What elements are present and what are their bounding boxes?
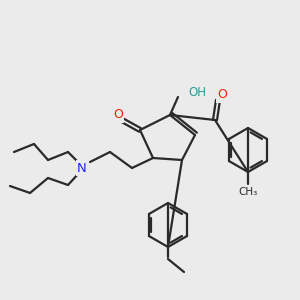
Text: O: O: [217, 88, 227, 101]
Text: O: O: [113, 109, 123, 122]
Text: CH₃: CH₃: [238, 187, 258, 197]
Text: OH: OH: [188, 86, 206, 100]
Text: N: N: [77, 161, 87, 175]
